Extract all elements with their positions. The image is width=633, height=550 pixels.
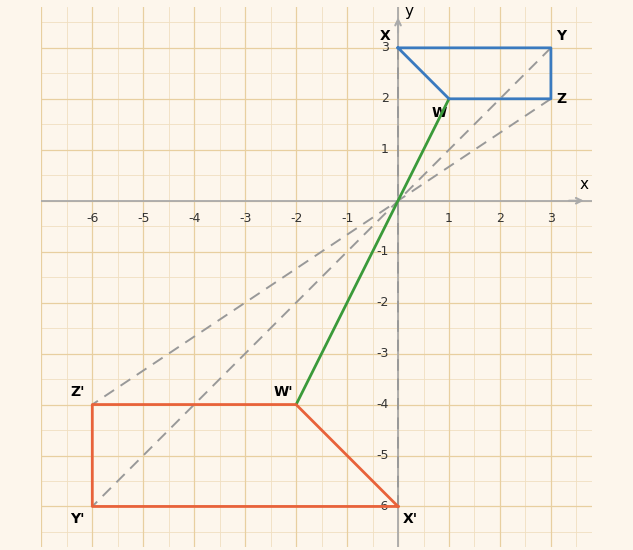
Text: -1: -1 <box>341 212 353 225</box>
Text: -6: -6 <box>377 500 389 513</box>
Text: -5: -5 <box>137 212 149 225</box>
Text: -4: -4 <box>188 212 201 225</box>
Text: 2: 2 <box>381 92 389 105</box>
Text: -3: -3 <box>239 212 251 225</box>
Text: 1: 1 <box>445 212 453 225</box>
Text: W': W' <box>274 386 294 399</box>
Text: -1: -1 <box>377 245 389 258</box>
Text: X': X' <box>403 512 418 526</box>
Text: -3: -3 <box>377 347 389 360</box>
Text: -2: -2 <box>290 212 303 225</box>
Text: 3: 3 <box>547 212 555 225</box>
Text: 2: 2 <box>496 212 504 225</box>
Text: Y': Y' <box>70 512 85 526</box>
Text: -4: -4 <box>377 398 389 411</box>
Text: 1: 1 <box>381 143 389 156</box>
Text: x: x <box>580 177 589 191</box>
Text: -2: -2 <box>377 296 389 309</box>
Text: W: W <box>431 107 446 120</box>
Text: 3: 3 <box>381 41 389 54</box>
Text: -6: -6 <box>86 212 99 225</box>
Text: Y: Y <box>556 29 566 43</box>
Text: Z: Z <box>556 92 566 106</box>
Text: Z': Z' <box>70 386 85 399</box>
Text: X: X <box>380 29 391 43</box>
Text: y: y <box>404 4 413 19</box>
Text: -5: -5 <box>377 449 389 462</box>
